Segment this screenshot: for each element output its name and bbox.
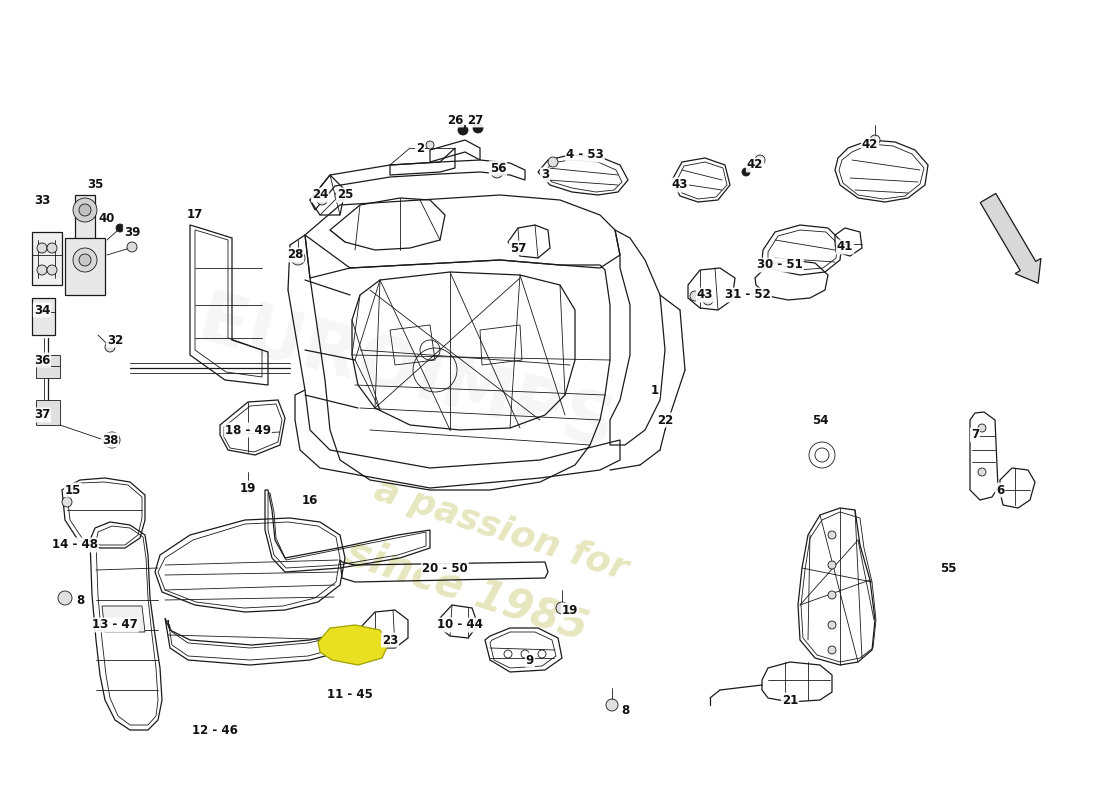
Polygon shape	[32, 298, 55, 335]
Text: 23: 23	[382, 634, 398, 646]
Text: 54: 54	[812, 414, 828, 426]
Text: 1: 1	[651, 383, 659, 397]
Circle shape	[47, 243, 57, 253]
Text: 32: 32	[107, 334, 123, 346]
Circle shape	[458, 125, 468, 135]
Text: 34: 34	[34, 303, 51, 317]
Circle shape	[104, 342, 116, 352]
Polygon shape	[75, 195, 95, 240]
Text: 38: 38	[102, 434, 118, 446]
Text: 19: 19	[240, 482, 256, 494]
Circle shape	[73, 248, 97, 272]
Circle shape	[79, 204, 91, 216]
Circle shape	[473, 123, 483, 133]
Circle shape	[336, 191, 345, 201]
Circle shape	[116, 224, 124, 232]
Text: 2: 2	[416, 142, 425, 154]
Circle shape	[47, 265, 57, 275]
Text: 22: 22	[657, 414, 673, 426]
Circle shape	[828, 621, 836, 629]
Text: 55: 55	[939, 562, 956, 574]
Circle shape	[426, 141, 434, 149]
Circle shape	[58, 591, 72, 605]
Text: 12 - 46: 12 - 46	[192, 723, 238, 737]
Text: 30 - 51: 30 - 51	[757, 258, 803, 271]
Circle shape	[828, 646, 836, 654]
Text: 35: 35	[87, 178, 103, 191]
Text: 11 - 45: 11 - 45	[327, 689, 373, 702]
Text: 10 - 44: 10 - 44	[437, 618, 483, 631]
Text: 26: 26	[447, 114, 463, 126]
Text: 19: 19	[562, 603, 579, 617]
Circle shape	[556, 602, 568, 614]
Circle shape	[978, 468, 986, 476]
Text: 56: 56	[490, 162, 506, 174]
Circle shape	[703, 295, 713, 305]
Text: 14 - 48: 14 - 48	[52, 538, 98, 551]
Circle shape	[79, 254, 91, 266]
Text: 39: 39	[124, 226, 140, 238]
Circle shape	[828, 531, 836, 539]
Circle shape	[755, 155, 764, 165]
Polygon shape	[32, 232, 62, 285]
Circle shape	[828, 561, 836, 569]
Text: 57: 57	[509, 242, 526, 254]
Text: 43: 43	[672, 178, 689, 191]
Text: 33: 33	[34, 194, 51, 206]
Text: 13 - 47: 13 - 47	[92, 618, 138, 631]
Circle shape	[742, 168, 750, 176]
Text: 3: 3	[541, 169, 549, 182]
Circle shape	[978, 424, 986, 432]
Text: 36: 36	[34, 354, 51, 366]
Text: 42: 42	[747, 158, 763, 171]
Text: 25: 25	[337, 189, 353, 202]
Circle shape	[606, 699, 618, 711]
Text: 16: 16	[301, 494, 318, 506]
Text: EUROIMPS: EUROIMPS	[190, 287, 623, 465]
Text: 40: 40	[99, 211, 116, 225]
Circle shape	[37, 265, 47, 275]
Polygon shape	[36, 355, 60, 378]
Text: 4 - 53: 4 - 53	[566, 149, 604, 162]
Circle shape	[73, 198, 97, 222]
Polygon shape	[65, 238, 104, 295]
Text: 42: 42	[861, 138, 878, 151]
Text: 18 - 49: 18 - 49	[226, 423, 271, 437]
Text: 21: 21	[782, 694, 799, 706]
Text: 17: 17	[187, 209, 204, 222]
Circle shape	[828, 591, 836, 599]
Text: 31 - 52: 31 - 52	[725, 289, 771, 302]
Text: 20 - 50: 20 - 50	[422, 562, 468, 574]
Text: 8: 8	[76, 594, 84, 606]
Text: 7: 7	[971, 429, 979, 442]
Text: 43: 43	[696, 289, 713, 302]
Text: 27: 27	[466, 114, 483, 126]
Text: 15: 15	[65, 483, 81, 497]
Text: 6: 6	[996, 483, 1004, 497]
Polygon shape	[36, 400, 60, 425]
Circle shape	[690, 291, 700, 301]
Text: 37: 37	[34, 409, 51, 422]
Text: 41: 41	[837, 241, 854, 254]
Circle shape	[62, 497, 72, 507]
Circle shape	[870, 135, 880, 145]
Polygon shape	[318, 625, 388, 665]
Circle shape	[37, 243, 47, 253]
Text: a passion for: a passion for	[370, 473, 631, 587]
Text: 28: 28	[287, 249, 304, 262]
Circle shape	[548, 157, 558, 167]
Circle shape	[491, 166, 503, 178]
Text: 9: 9	[526, 654, 535, 666]
Text: 24: 24	[311, 189, 328, 202]
FancyArrow shape	[980, 194, 1041, 283]
Circle shape	[104, 432, 120, 448]
Circle shape	[242, 482, 254, 494]
Polygon shape	[102, 606, 145, 632]
Text: since 1985: since 1985	[340, 531, 593, 649]
Circle shape	[292, 251, 305, 265]
Circle shape	[126, 242, 138, 252]
Circle shape	[317, 195, 327, 205]
Text: 8: 8	[620, 703, 629, 717]
